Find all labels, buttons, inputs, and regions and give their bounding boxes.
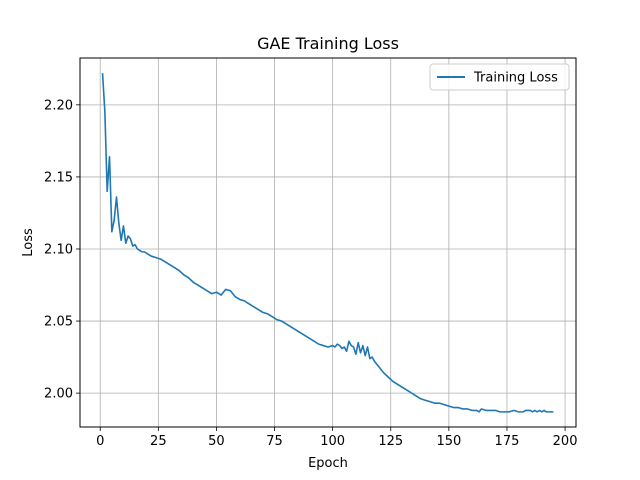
legend-box — [429, 63, 570, 91]
x-tick-label: 150 — [436, 434, 461, 449]
legend-label: Training Loss — [473, 71, 558, 86]
series-layer — [101, 73, 554, 413]
x-tick-label: 200 — [553, 434, 578, 449]
x-tick-label: 175 — [495, 434, 520, 449]
chart-title: GAE Training Loss — [257, 34, 399, 53]
x-tick-label: 25 — [150, 434, 167, 449]
x-tick-label: 50 — [208, 434, 225, 449]
x-tick-label: 100 — [320, 434, 345, 449]
legend: Training Loss — [429, 63, 570, 91]
y-axis-title: Loss — [21, 228, 36, 257]
y-tick-label: 2.05 — [44, 315, 73, 330]
x-tick-label: 125 — [378, 434, 403, 449]
ticks-layer: 0 25 50 75 100 125 150 175 200 2.00 2.05 2.10 2.15 2.… — [44, 98, 577, 449]
y-tick-label: 2.10 — [44, 242, 73, 257]
x-tick-label: 75 — [266, 434, 283, 449]
y-tick-label: 2.20 — [44, 98, 73, 113]
y-tick-label: 2.15 — [44, 170, 73, 185]
y-tick-label: 2.00 — [44, 387, 73, 402]
plot-frame — [79, 57, 577, 428]
x-axis-title: Epoch — [308, 456, 348, 471]
series-line-training-loss — [101, 73, 554, 413]
grid-layer — [80, 58, 576, 427]
x-tick-label: 0 — [96, 434, 104, 449]
